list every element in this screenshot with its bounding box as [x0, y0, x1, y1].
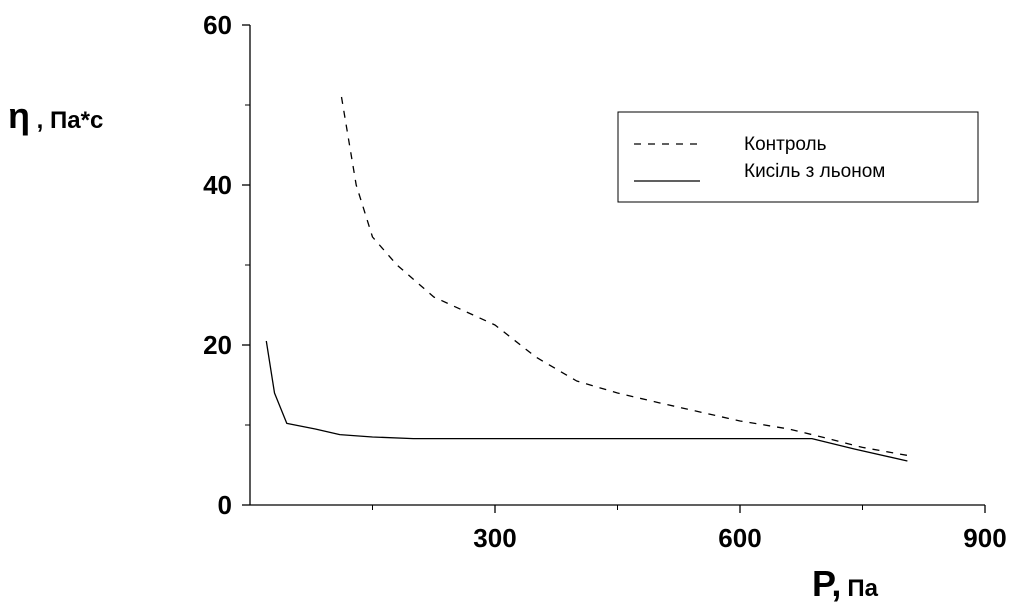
y-tick-label: 40	[203, 170, 232, 200]
y-tick-label: 60	[203, 10, 232, 40]
series-line-flax	[265, 340, 908, 462]
y-axis-unit: , Па*с	[30, 107, 103, 134]
x-axis-symbol: P,	[812, 563, 841, 604]
y-axis-label: η , Па*с	[8, 95, 103, 136]
x-axis-label: P, Па	[812, 563, 879, 604]
y-axis-symbol: η	[8, 95, 30, 136]
legend: Контроль Кисіль з льоном	[617, 111, 979, 203]
x-ticks: 300 600 900	[372, 505, 1007, 553]
x-tick-label: 600	[718, 523, 761, 553]
x-tick-label: 900	[963, 523, 1006, 553]
y-ticks: 0 20 40 60	[203, 10, 250, 520]
legend-label-flax: Кисіль з льоном	[744, 161, 885, 182]
legend-label-control: Контроль	[744, 134, 827, 155]
y-tick-label: 0	[218, 490, 232, 520]
y-tick-label: 20	[203, 330, 232, 360]
axes	[249, 25, 985, 506]
x-axis-unit: Па	[847, 575, 878, 602]
x-tick-label: 300	[473, 523, 516, 553]
series-line-control	[340, 96, 908, 457]
series-layer	[265, 96, 908, 462]
legend-box	[617, 111, 979, 203]
